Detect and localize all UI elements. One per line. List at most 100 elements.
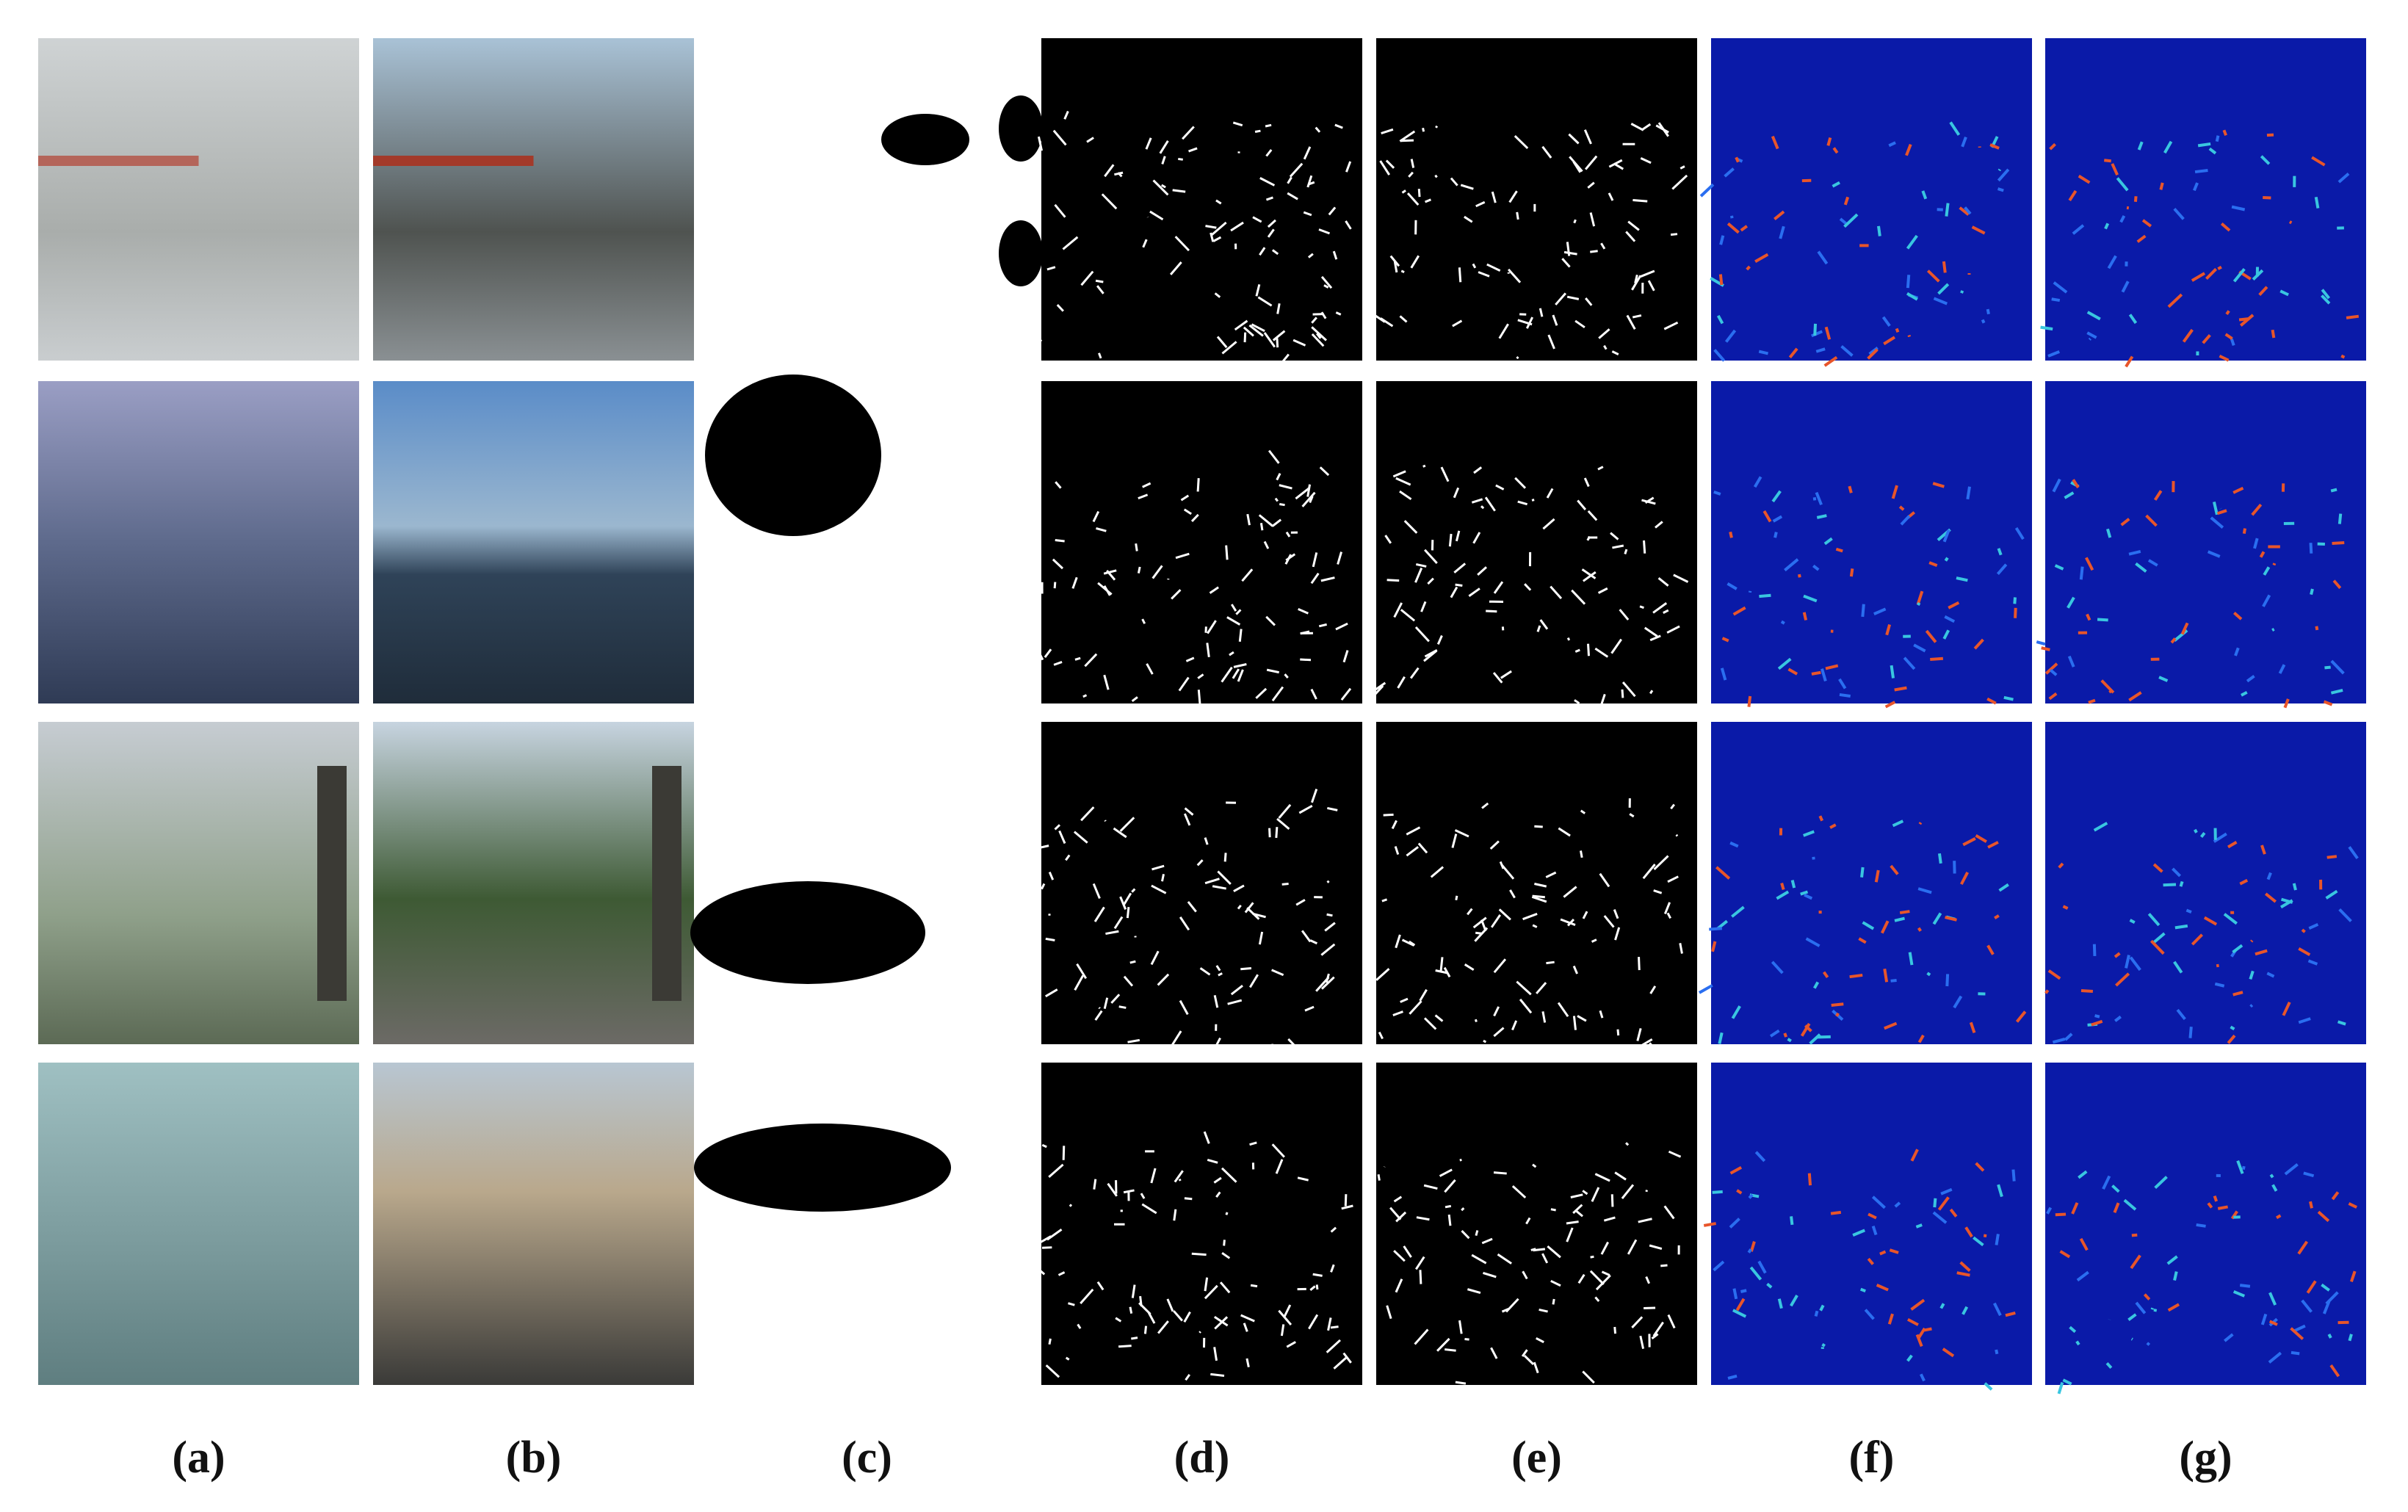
- edge: [1498, 323, 1509, 339]
- heat: [2317, 1210, 2330, 1223]
- edge: [1092, 883, 1101, 900]
- edge: [1558, 827, 1571, 837]
- heat: [2330, 688, 2343, 695]
- heat: [2323, 700, 2333, 706]
- edge-map: [1376, 722, 1697, 1044]
- heat: [1699, 183, 1715, 198]
- heat: [1729, 531, 1733, 538]
- edge: [1308, 181, 1315, 186]
- edge: [1516, 980, 1532, 996]
- panel: [1703, 1063, 2032, 1391]
- edge: [1274, 497, 1279, 502]
- edge: [1514, 134, 1529, 149]
- heat: [2330, 659, 2345, 675]
- heat: [1876, 1284, 1889, 1292]
- heat: [2252, 269, 2264, 281]
- edge: [1039, 844, 1049, 849]
- edge: [1307, 253, 1314, 258]
- heat: [2230, 1210, 2238, 1220]
- edge: [1095, 279, 1104, 283]
- edge: [1310, 572, 1320, 585]
- tree-trunk: [317, 766, 347, 1001]
- edge: [1311, 788, 1318, 803]
- edge: [1074, 656, 1081, 661]
- edge: [1213, 1316, 1229, 1327]
- heat: [2092, 944, 2097, 956]
- heat: [1890, 864, 1899, 875]
- edge: [1119, 896, 1127, 910]
- edge: [1536, 625, 1541, 632]
- edge: [1327, 1317, 1332, 1331]
- heat: [2325, 889, 2338, 900]
- heat: [1890, 665, 1895, 679]
- heat: [1839, 217, 1847, 225]
- edge: [1320, 311, 1327, 319]
- heat: [2307, 959, 2318, 966]
- heat: [1825, 664, 1839, 670]
- edge: [1214, 292, 1221, 298]
- heat: [1926, 972, 1931, 977]
- edge: [1395, 477, 1411, 486]
- heat: [1818, 815, 1824, 822]
- edge: [1451, 833, 1458, 848]
- edge: [1041, 1143, 1047, 1149]
- heat: [2166, 1255, 2178, 1265]
- edge: [1560, 918, 1576, 926]
- heat: [1777, 1298, 1783, 1309]
- heat: [1879, 1250, 1887, 1256]
- edge: [1505, 1298, 1519, 1313]
- edge: [1532, 1163, 1537, 1168]
- panel: [1698, 722, 2032, 1045]
- edge: [1599, 693, 1606, 707]
- edge: [1057, 1271, 1066, 1276]
- heat: [2246, 674, 2255, 683]
- heat: [1732, 606, 1746, 616]
- heat: [1721, 637, 1729, 643]
- heat: [2185, 908, 2192, 914]
- heat: [2086, 613, 2091, 621]
- heat: [1800, 1022, 1811, 1037]
- edge: [1118, 1005, 1127, 1009]
- edge: [1204, 837, 1209, 845]
- heat: [1727, 222, 1740, 234]
- edge: [1458, 1320, 1463, 1334]
- heat: [1735, 1298, 1746, 1312]
- panel: [1699, 38, 2032, 367]
- heat: [2114, 952, 2121, 958]
- heat: [2051, 297, 2061, 303]
- heat: [2199, 832, 2206, 838]
- edge: [1629, 813, 1635, 818]
- heat: [2197, 142, 2211, 148]
- edge: [1410, 255, 1420, 269]
- heat: [1776, 890, 1790, 900]
- heat: [1924, 1327, 1932, 1332]
- heat: [1749, 1266, 1762, 1281]
- edge: [1625, 231, 1636, 242]
- edge: [1450, 586, 1458, 598]
- heat: [1877, 225, 1881, 236]
- heat: [1962, 1306, 1969, 1315]
- edge: [1613, 909, 1619, 919]
- heat-map: [2045, 1063, 2366, 1385]
- heat: [2331, 1191, 2340, 1201]
- edge: [1309, 1285, 1316, 1291]
- panel: [373, 1063, 694, 1385]
- heat: [1823, 537, 1833, 546]
- edge: [1103, 997, 1109, 1010]
- edge: [1541, 1011, 1547, 1023]
- heat: [2325, 1291, 2339, 1305]
- edge: [1508, 268, 1522, 283]
- heat: [2210, 516, 2224, 529]
- edge: [1373, 681, 1386, 692]
- heat: [2279, 899, 2293, 909]
- heat: [2214, 982, 2225, 988]
- heat: [1898, 505, 1905, 511]
- edge: [1249, 1141, 1257, 1146]
- edge: [1381, 898, 1388, 903]
- edge: [1595, 1274, 1611, 1291]
- edge: [1666, 912, 1671, 919]
- edge: [1184, 1197, 1193, 1201]
- heat: [2163, 140, 2173, 154]
- edge: [1546, 488, 1554, 499]
- edge: [1263, 540, 1270, 549]
